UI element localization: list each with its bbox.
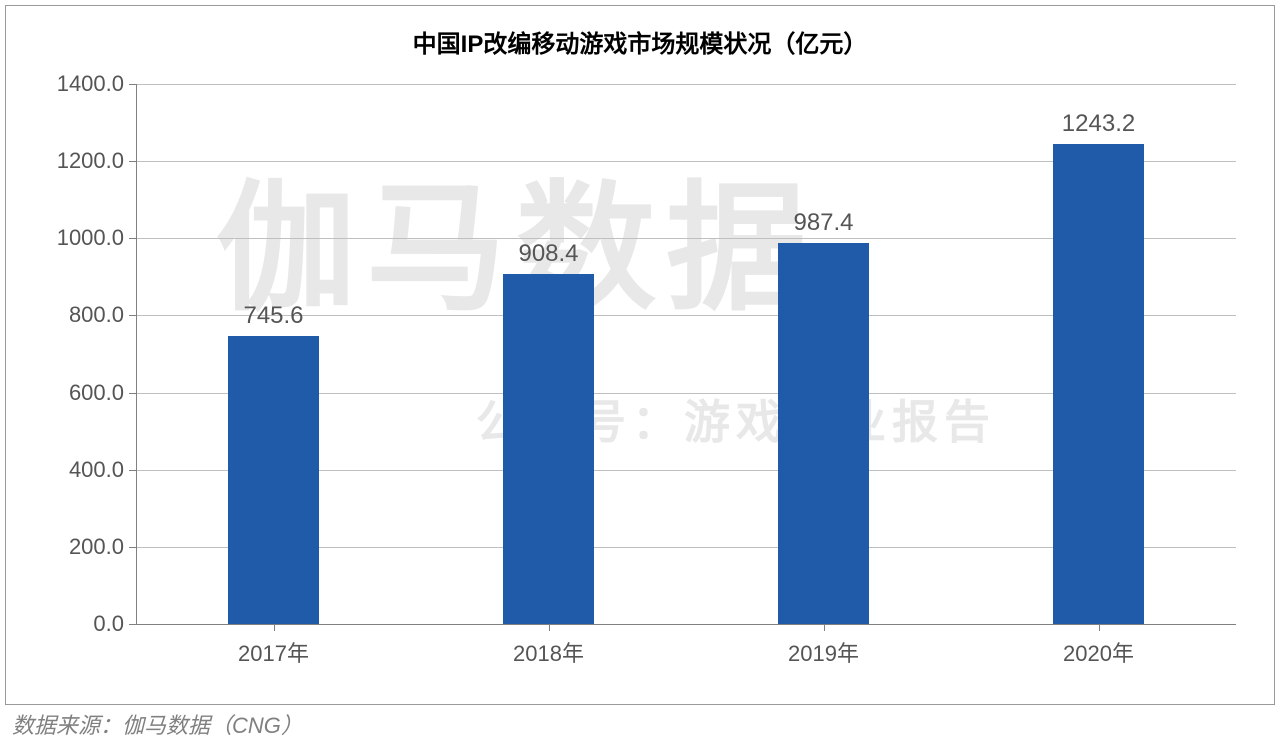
bar [503,274,594,624]
y-tick-label: 1400.0 [14,71,124,97]
chart-title: 中国IP改编移动游戏市场规模状况（亿元） [6,6,1274,59]
y-tick-label: 0.0 [14,611,124,637]
plot-area: 745.6 908.4 987.4 1243.2 [136,84,1236,624]
x-tick-mark [824,624,825,631]
x-tick-label: 2019年 [724,636,924,668]
x-axis [136,624,1236,625]
y-tick-label: 800.0 [14,302,124,328]
y-tick-mark [129,161,136,162]
bar [1053,144,1144,624]
bar-value-label: 908.4 [469,240,629,268]
x-tick-mark [1099,624,1100,631]
y-tick-mark [129,238,136,239]
y-tick-label: 400.0 [14,457,124,483]
chart-frame: 中国IP改编移动游戏市场规模状况（亿元） 伽马数据 公众号：游戏产业报告 745… [5,5,1275,705]
y-tick-mark [129,470,136,471]
y-tick-label: 1200.0 [14,148,124,174]
bar [228,336,319,624]
bar-value-label: 745.6 [194,302,354,330]
y-axis [136,84,137,624]
y-tick-mark [129,393,136,394]
x-tick-label: 2017年 [174,636,374,668]
y-tick-label: 600.0 [14,380,124,406]
bar-value-label: 1243.2 [1019,110,1179,138]
x-tick-label: 2018年 [449,636,649,668]
x-tick-mark [549,624,550,631]
x-tick-mark [274,624,275,631]
y-tick-mark [129,315,136,316]
y-tick-label: 1000.0 [14,225,124,251]
y-tick-mark [129,547,136,548]
y-tick-mark [129,624,136,625]
gridline [136,84,1236,85]
y-tick-label: 200.0 [14,534,124,560]
y-tick-mark [129,84,136,85]
x-tick-label: 2020年 [999,636,1199,668]
source-note: 数据来源：伽马数据（CNG） [12,708,303,740]
bar [778,243,869,624]
bar-value-label: 987.4 [744,209,904,237]
